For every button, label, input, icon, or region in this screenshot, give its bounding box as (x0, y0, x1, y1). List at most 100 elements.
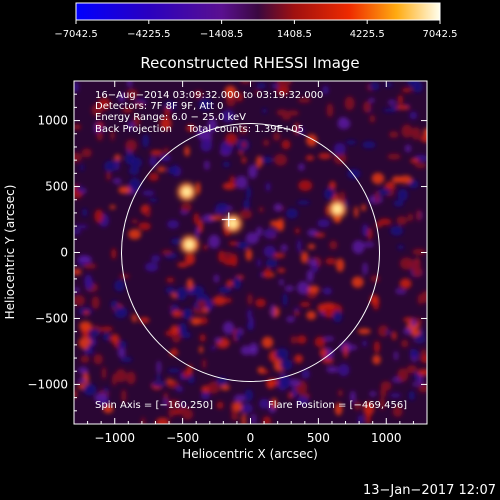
emission-blob (204, 160, 210, 170)
emission-blob (329, 240, 338, 250)
emission-blob (84, 278, 94, 291)
emission-blob (239, 125, 247, 135)
emission-blob (314, 336, 326, 348)
emission-blob (354, 206, 359, 218)
emission-blob (288, 392, 293, 399)
emission-blob (74, 389, 77, 399)
emission-blob (132, 115, 141, 127)
emission-blob (186, 278, 194, 290)
emission-blob (401, 339, 409, 348)
emission-blob (307, 285, 320, 294)
emission-blob (131, 313, 137, 323)
emission-blob (175, 385, 184, 393)
colorbar-tick-label: 4225.5 (350, 29, 385, 40)
emission-blob (155, 374, 162, 380)
emission-blob (298, 163, 305, 171)
emission-blob (74, 224, 89, 229)
emission-blob (347, 168, 361, 179)
emission-blob (382, 108, 397, 113)
emission-blob (305, 155, 315, 161)
emission-blob (263, 139, 270, 147)
emission-blob (156, 360, 162, 374)
emission-blob (377, 325, 389, 337)
emission-blob (213, 274, 219, 283)
emission-blob (200, 392, 211, 400)
emission-blob (249, 342, 259, 356)
annotation-method: Back Projection Total counts: 1.39E+05 (95, 124, 304, 135)
emission-blob (241, 141, 247, 148)
emission-blob (166, 399, 180, 407)
emission-blob (170, 324, 180, 335)
emission-blob (177, 262, 189, 268)
emission-blob (101, 366, 107, 380)
emission-blob (144, 208, 151, 218)
emission-blob (296, 335, 307, 344)
emission-blob (272, 253, 286, 258)
emission-blob (411, 318, 417, 328)
emission-blob (297, 395, 309, 406)
emission-blob (115, 368, 127, 383)
emission-blob (142, 190, 155, 196)
emission-blob (262, 108, 267, 114)
emission-blob (403, 328, 413, 335)
emission-blob (74, 268, 82, 276)
emission-blob (362, 223, 369, 237)
emission-blob (351, 276, 364, 288)
emission-blob (420, 354, 427, 364)
x-tick-label: −1000 (94, 431, 135, 445)
emission-blob (94, 209, 104, 223)
emission-blob (91, 295, 100, 310)
emission-blob (177, 406, 188, 412)
source-core (332, 203, 343, 214)
colorbar-tick-label: 7042.5 (423, 29, 458, 40)
emission-blob (369, 114, 376, 123)
emission-blob (391, 331, 397, 341)
emission-blob (295, 227, 300, 234)
emission-blob (110, 129, 115, 142)
y-tick-label: −500 (35, 311, 68, 325)
emission-blob (281, 114, 292, 120)
emission-blob (299, 301, 311, 307)
emission-blob (197, 300, 207, 309)
y-tick-label: −1000 (27, 377, 68, 391)
emission-blob (298, 180, 313, 191)
emission-blob (80, 355, 90, 364)
emission-blob (111, 248, 117, 260)
emission-blob (214, 337, 222, 343)
emission-blob (270, 303, 275, 318)
emission-blob (103, 387, 109, 394)
emission-blob (408, 390, 416, 401)
emission-blob (246, 185, 252, 200)
emission-blob (393, 199, 404, 207)
emission-blob (239, 81, 252, 84)
x-axis-label: Heliocentric X (arcsec) (182, 447, 318, 461)
emission-blob (387, 153, 401, 160)
emission-blob (240, 345, 252, 356)
emission-blob (199, 334, 206, 342)
colorbar (75, 2, 441, 21)
emission-blob (109, 205, 116, 210)
chart-title: Reconstructed RHESSI Image (140, 54, 359, 72)
emission-blob (280, 375, 291, 389)
emission-blob (224, 297, 232, 303)
emission-blob (77, 378, 87, 383)
colorbar-tick-label: −4225.5 (127, 29, 170, 40)
emission-blob (399, 289, 407, 295)
emission-blob (167, 368, 181, 373)
emission-blob (197, 127, 209, 141)
emission-blob (343, 344, 348, 359)
emission-blob (77, 383, 85, 390)
emission-blob (384, 82, 394, 88)
emission-blob (118, 92, 125, 103)
source-core (181, 186, 192, 197)
emission-blob (271, 83, 279, 89)
emission-blob (333, 152, 347, 165)
emission-blob (350, 390, 356, 403)
emission-blob (399, 175, 413, 184)
emission-blob (114, 279, 125, 292)
emission-blob (256, 258, 262, 268)
emission-blob (407, 213, 414, 222)
emission-blob (142, 134, 150, 148)
emission-blob (290, 335, 297, 345)
emission-blob (209, 215, 224, 221)
